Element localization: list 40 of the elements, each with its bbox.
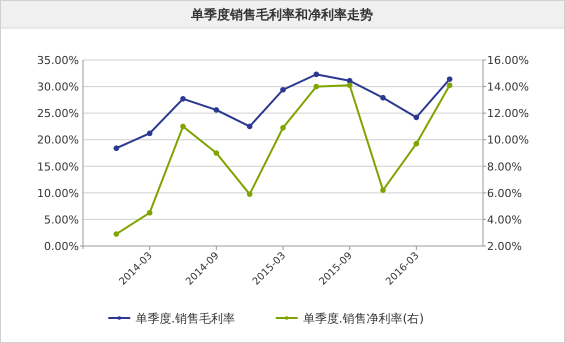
point xyxy=(446,82,452,88)
point xyxy=(414,140,420,146)
y2-tick-label: 10.00% xyxy=(487,134,529,147)
point xyxy=(446,76,452,82)
point xyxy=(114,231,120,237)
y2-tick-label: 2.00% xyxy=(487,240,522,253)
point xyxy=(180,96,186,102)
y-tick-label: 25.00% xyxy=(37,107,79,120)
y-tick-label: 5.00% xyxy=(44,213,79,226)
title: 单季度销售毛利率和净利率走势 xyxy=(191,8,373,23)
point xyxy=(246,191,252,197)
point xyxy=(280,124,286,131)
y2-tick-label: 16.00% xyxy=(487,54,529,67)
point xyxy=(146,130,152,136)
point xyxy=(180,124,186,130)
point xyxy=(280,86,286,93)
y2-tick-label: 12.00% xyxy=(487,107,529,120)
point xyxy=(346,82,352,88)
y-tick-label: 30.00% xyxy=(37,80,79,94)
y2-tick-label: 14.00% xyxy=(487,80,529,94)
point xyxy=(314,72,320,78)
y-tick-label: 20.00% xyxy=(37,134,79,147)
y-tick-label: 0.00% xyxy=(44,240,79,253)
legend-label: 单季度.销售净利率(右) xyxy=(302,312,424,326)
y2-tick-label: 4.00% xyxy=(487,213,522,226)
y-tick-label: 10.00% xyxy=(37,186,79,200)
y2-tick-label: 6.00% xyxy=(487,186,522,200)
point xyxy=(414,114,420,120)
y-tick-label: 35.00% xyxy=(37,54,79,67)
point xyxy=(380,94,386,101)
y2-tick-label: 8.00% xyxy=(487,160,522,174)
point xyxy=(214,107,220,113)
point xyxy=(380,187,386,193)
point xyxy=(214,150,220,156)
point xyxy=(314,84,320,90)
legend-label: 单季度.销售毛利率 xyxy=(135,312,236,326)
point xyxy=(146,210,152,216)
point xyxy=(114,145,120,152)
y-tick-label: 15.00% xyxy=(37,160,79,174)
point xyxy=(246,124,252,130)
